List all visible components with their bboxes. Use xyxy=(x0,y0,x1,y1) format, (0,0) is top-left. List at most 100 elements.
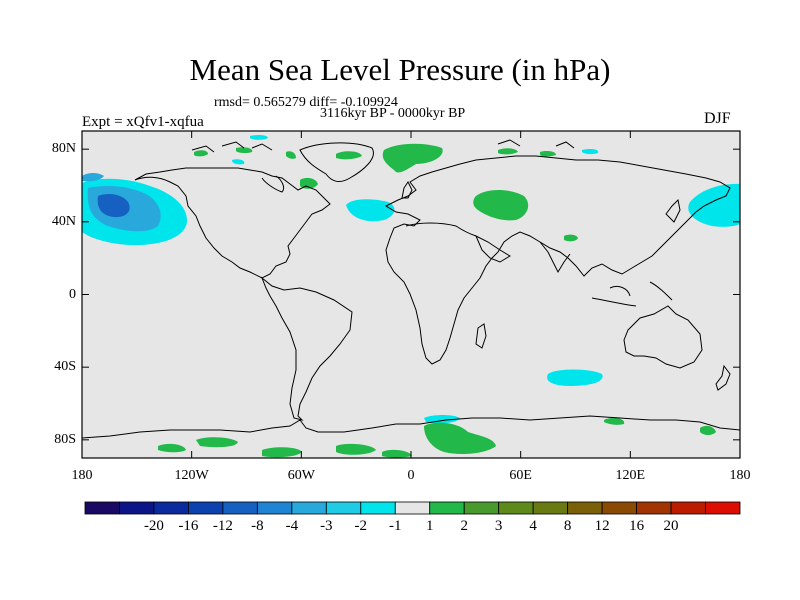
colorbar-swatch xyxy=(601,501,637,515)
coastline-japan xyxy=(665,198,681,223)
lon-tick-label: 120W xyxy=(174,468,209,483)
coastline-mediterranean xyxy=(405,222,477,237)
anomaly-antarctic-green-6 xyxy=(424,422,496,454)
anomaly-arctic-green-3 xyxy=(286,151,296,159)
colorbar-tick-label: 8 xyxy=(563,518,572,534)
colorbar-tick-label: 3 xyxy=(494,518,503,534)
axis-ticks xyxy=(81,131,741,458)
colorbar-swatch xyxy=(360,501,396,515)
colorbar-swatch xyxy=(670,501,706,515)
map-background xyxy=(82,131,740,458)
anomaly-weddell-cyan xyxy=(424,415,460,424)
anomaly-india-green xyxy=(564,234,578,242)
pressure-anomaly-fields xyxy=(82,134,740,458)
colorbar-tick-label: 12 xyxy=(594,518,610,534)
anomaly-arctic-green-5 xyxy=(498,148,518,155)
coastline-indonesia xyxy=(591,281,673,307)
colorbar-tick-label: 4 xyxy=(529,518,537,534)
colorbar-swatch xyxy=(119,501,155,515)
coastline-greenland xyxy=(299,142,374,182)
lat-tick-label: 40N xyxy=(51,213,76,229)
colorbar-swatch xyxy=(256,501,293,515)
anomaly-antarctic-green-4 xyxy=(336,443,376,455)
anomaly-antarctic-green-7 xyxy=(700,425,716,435)
rmsd-diff-stats: rmsd= 0.565279 diff= -0.109924 xyxy=(214,95,398,110)
lat-tick-label: 80N xyxy=(51,141,76,157)
anomaly-arctic-cyan-2 xyxy=(582,149,599,155)
coastline-arabia xyxy=(475,234,511,263)
colorbar-tick-label: 20 xyxy=(663,518,679,534)
anomaly-arctic-cyan-3 xyxy=(232,159,245,165)
colorbar-tick-label: -12 xyxy=(212,518,233,534)
anomaly-arctic-green-1 xyxy=(194,150,208,157)
season-label: DJF xyxy=(704,110,731,127)
anomaly-antarctic-green-1 xyxy=(196,437,238,448)
lon-tick-label: 180 xyxy=(71,468,93,483)
coastline-hudson-bay xyxy=(261,175,285,193)
anomaly-arctic-green-4 xyxy=(336,151,362,160)
anomaly-arctic-blue-1 xyxy=(82,173,104,182)
colorbar-tick-label: -2 xyxy=(354,518,368,534)
colorbar-swatch xyxy=(705,501,741,515)
lon-tick-label: 120E xyxy=(615,468,646,483)
colorbar-swatch xyxy=(153,501,189,515)
map-title: Mean Sea Level Pressure (in hPa) xyxy=(189,52,611,87)
coastline-australia xyxy=(623,305,703,369)
colorbar-swatch xyxy=(188,501,224,515)
colorbar-swatch xyxy=(429,501,465,515)
anomaly-south-indian-cyan xyxy=(547,369,603,386)
anomaly-arctic-green-6 xyxy=(540,151,556,157)
coastline-new-zealand xyxy=(715,364,731,391)
colorbar-swatch xyxy=(291,501,327,515)
coastline-arctic-islands xyxy=(191,139,575,153)
anomaly-canada-green xyxy=(300,177,318,189)
coastline-north-america xyxy=(134,167,331,279)
colorbar-tick-label: 2 xyxy=(460,518,468,534)
anomaly-arctic-cyan-1 xyxy=(250,134,268,140)
lon-tick-label: 0 xyxy=(407,468,415,483)
lon-tick-label: 60E xyxy=(509,468,532,483)
lat-tick-label: 0 xyxy=(69,286,76,302)
colorbar-swatch xyxy=(498,501,534,515)
time-period-label: 3116kyr BP - 0000kyr BP xyxy=(320,106,466,121)
lon-tick-label: 180 xyxy=(729,468,751,483)
anomaly-greenland-green xyxy=(382,143,443,173)
coastline-eurasia-africa xyxy=(384,155,731,365)
coastline-south-america xyxy=(260,276,353,421)
coastline-antarctica xyxy=(82,415,740,439)
colorbar-tick-label: -1 xyxy=(389,518,402,534)
anomaly-antarctic-green-5 xyxy=(382,449,412,458)
colorbar-tick-label: 1 xyxy=(425,518,434,534)
coastline-madagascar xyxy=(475,323,487,349)
coastline-india xyxy=(539,241,571,274)
colorbar-swatch xyxy=(532,501,569,515)
anomaly-north-atlantic-cyan xyxy=(346,199,395,222)
colorbar-tick-label: -3 xyxy=(320,518,333,534)
colorbar-swatch xyxy=(84,501,120,515)
anomaly-central-asia-green xyxy=(473,190,529,221)
anomaly-antarctic-green-2 xyxy=(158,443,186,453)
lon-tick-label: 60W xyxy=(287,468,315,483)
anomaly-antarctic-green-3 xyxy=(262,447,302,458)
coastlines xyxy=(82,139,740,439)
colorbar-tick-label: -4 xyxy=(285,518,299,534)
colorbar-swatch xyxy=(222,501,258,515)
experiment-label: Expt = xQfv1-xqfua xyxy=(82,114,204,130)
colorbar-tick-label: 16 xyxy=(629,518,645,534)
colorbar-tick-label: -8 xyxy=(251,518,264,534)
colorbar-swatch xyxy=(463,501,500,515)
colorbar-swatch xyxy=(636,501,672,515)
anomaly-north-pacific-blue xyxy=(97,194,130,218)
colorbar-swatch xyxy=(567,501,603,515)
colorbar-tick-label: -16 xyxy=(178,518,199,534)
colorbar-tick-label: -20 xyxy=(143,518,164,534)
anomaly-arctic-green-2 xyxy=(236,147,253,154)
coastline-british-isles xyxy=(401,181,413,199)
anomaly-antarctic-green-8 xyxy=(604,417,625,425)
colorbar xyxy=(84,501,741,515)
colorbar-swatch xyxy=(325,501,362,515)
lat-tick-label: 40S xyxy=(54,359,76,375)
colorbar-swatch xyxy=(394,501,431,515)
lat-tick-label: 80S xyxy=(54,431,76,447)
